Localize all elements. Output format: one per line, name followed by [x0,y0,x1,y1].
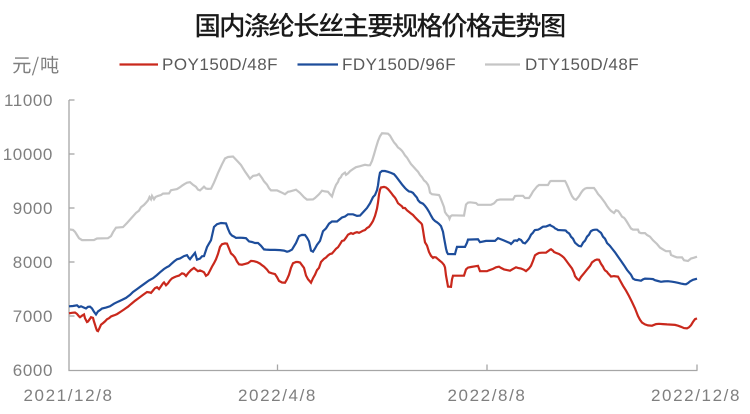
svg-text:8000: 8000 [13,253,53,272]
svg-text:2022/12/8: 2022/12/8 [651,386,741,405]
svg-text:2022/4/8: 2022/4/8 [238,386,317,405]
svg-text:2021/12/8: 2021/12/8 [23,386,113,405]
svg-text:7000: 7000 [13,307,53,326]
svg-text:POY150D/48F: POY150D/48F [162,55,278,74]
svg-text:10000: 10000 [3,145,53,164]
svg-text:2022/8/8: 2022/8/8 [448,386,527,405]
svg-text:9000: 9000 [13,199,53,218]
svg-text:6000: 6000 [13,361,53,380]
svg-text:FDY150D/96F: FDY150D/96F [342,55,456,74]
svg-text:DTY150D/48F: DTY150D/48F [525,55,639,74]
svg-text:11000: 11000 [4,91,53,110]
